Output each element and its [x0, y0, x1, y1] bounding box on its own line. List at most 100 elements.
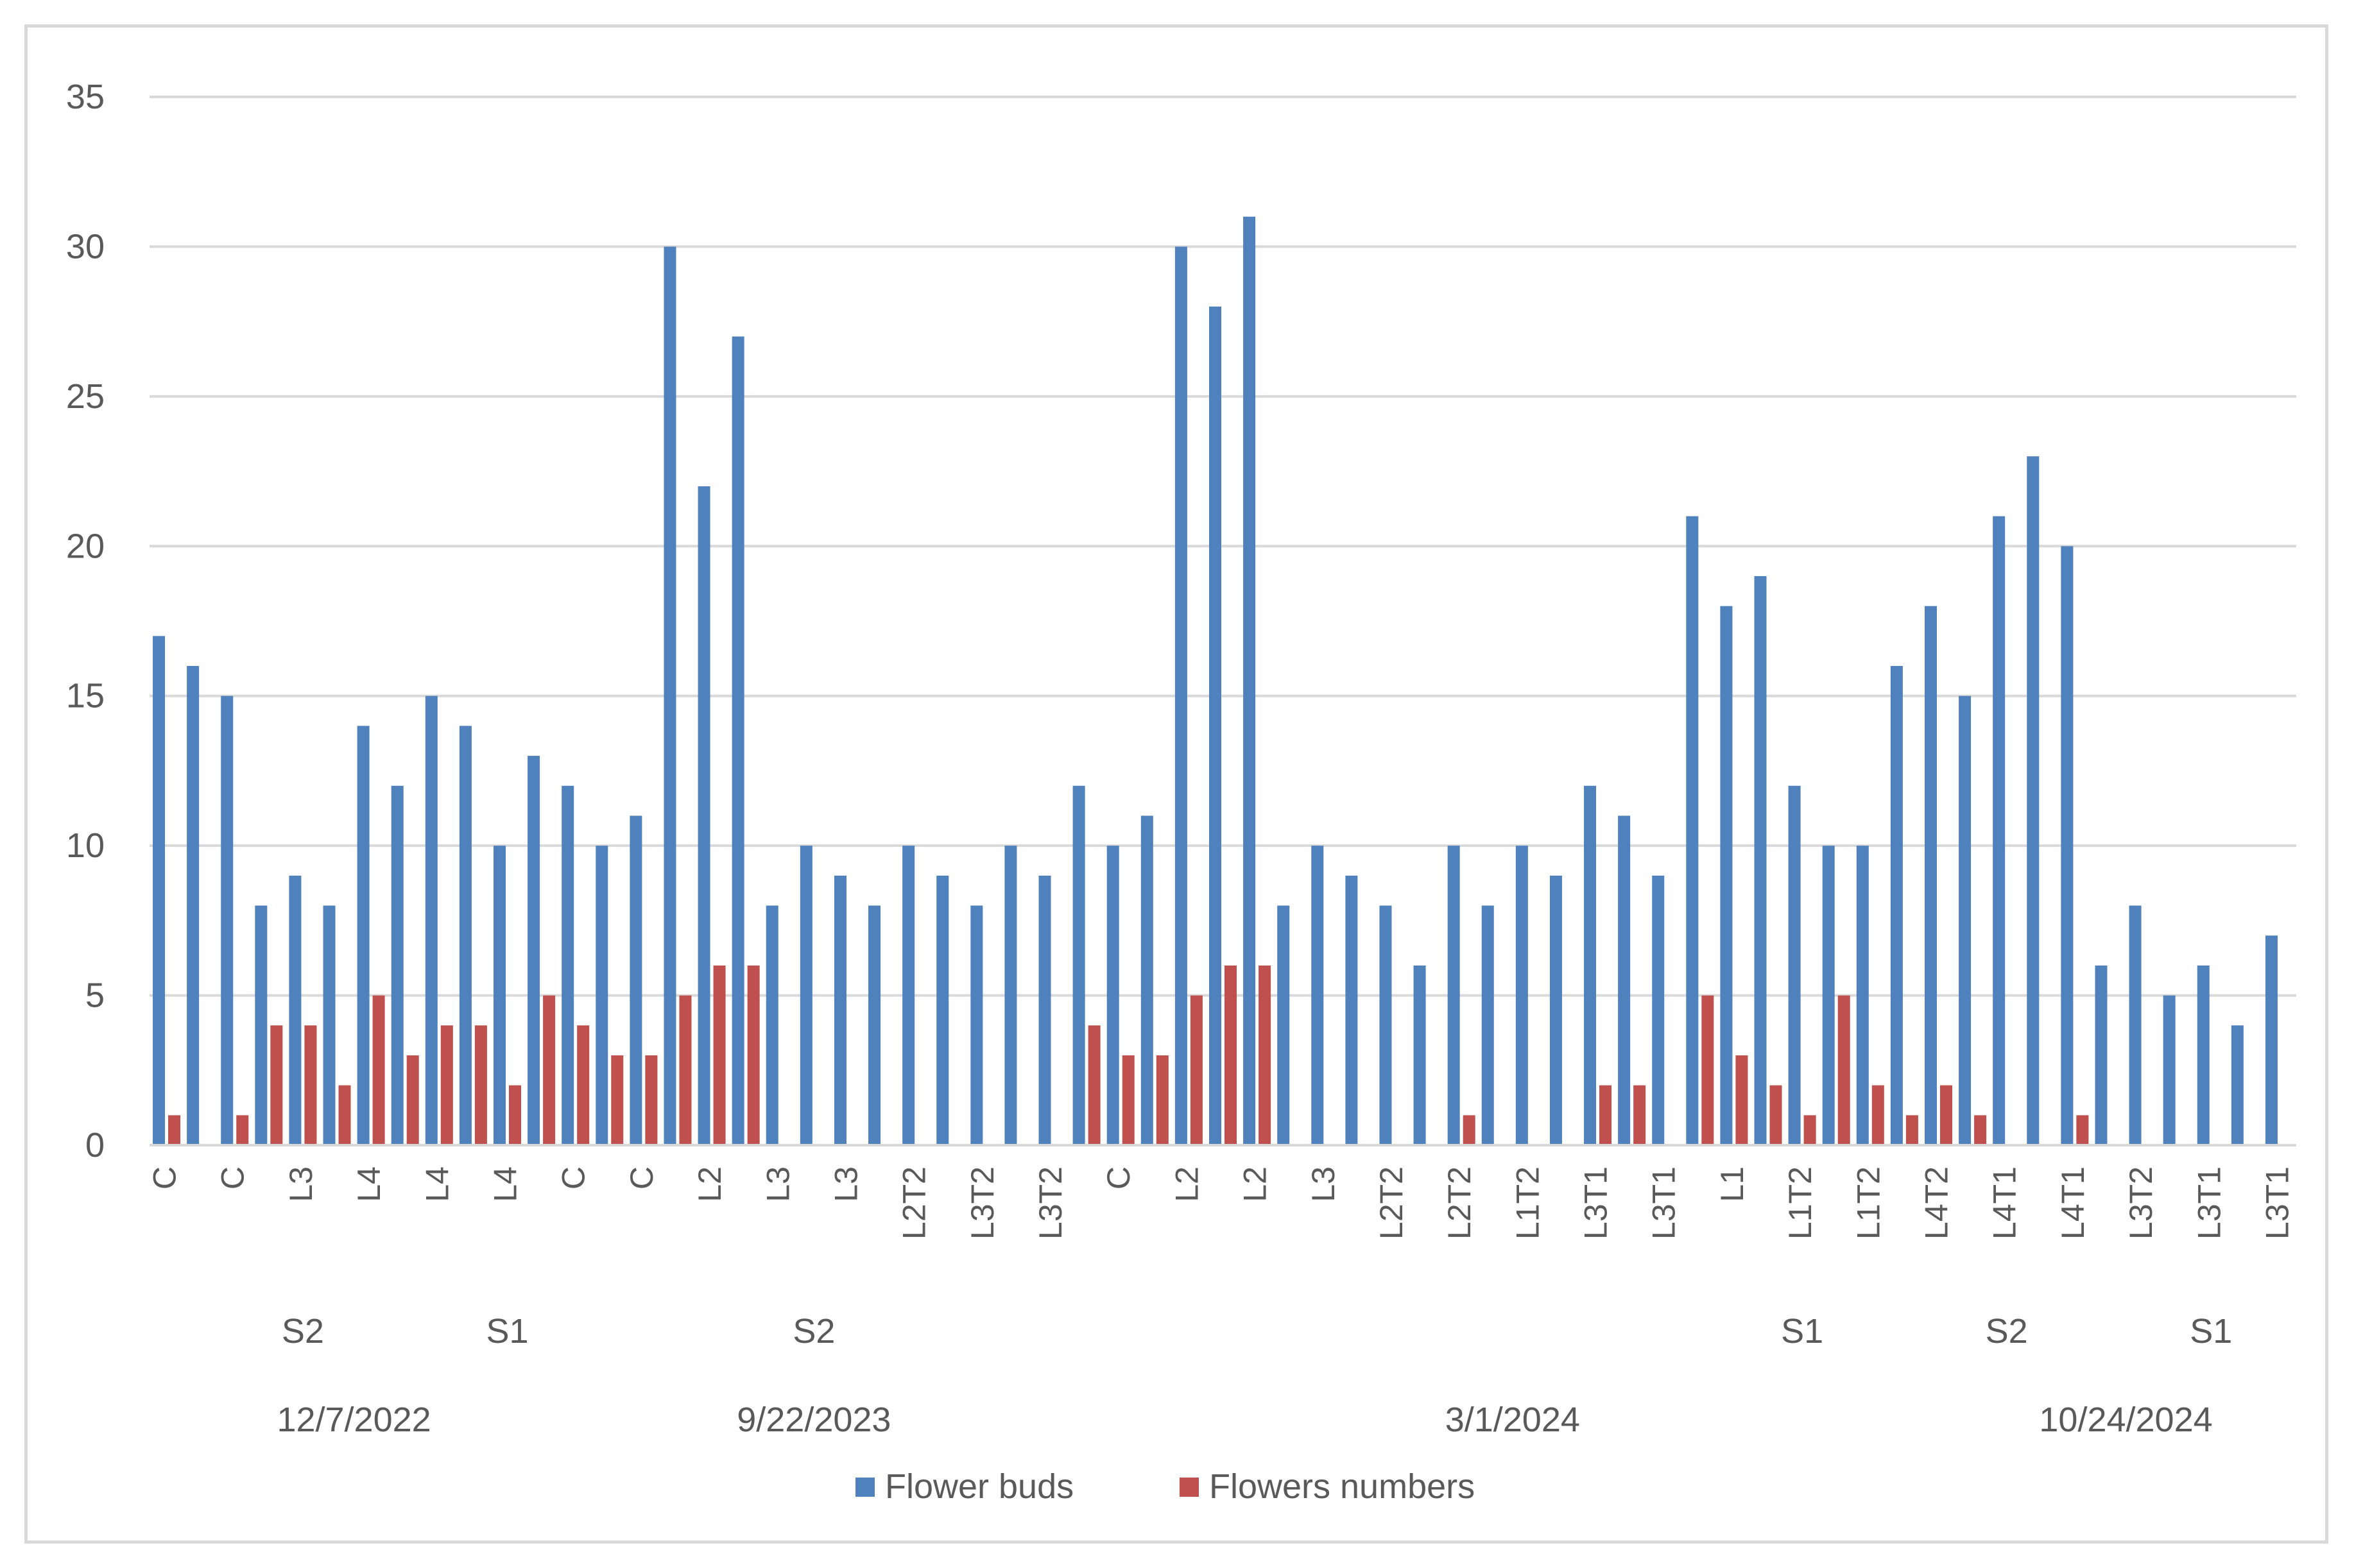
bar-flowers-numbers: [440, 1025, 453, 1145]
bar-flower-buds: [391, 785, 404, 1145]
bar-flower-buds: [2095, 965, 2108, 1145]
bar-flower-buds: [153, 636, 166, 1145]
bar-flower-buds: [255, 905, 268, 1145]
x-tick-label: L1T2: [1782, 1166, 1818, 1240]
bar-flower-buds: [1549, 875, 1562, 1145]
bar-flower-buds: [902, 846, 915, 1145]
bar-flower-buds: [323, 905, 336, 1145]
bar-flower-buds: [1345, 875, 1358, 1145]
legend-label-flower-buds: Flower buds: [885, 1467, 1074, 1506]
x-tick-label: C: [1101, 1166, 1137, 1189]
chart-frame: 0 5 10 15 20 25 30 35 C C L3 L4 L4 L4 C C L2 L3 L3 L2T2 L3T…: [24, 24, 2328, 1544]
bar-flower-buds: [1072, 785, 1085, 1145]
x-tick-label: L4T2: [1919, 1166, 1955, 1240]
date-label: 3/1/2024: [1445, 1401, 1580, 1439]
bar-flowers-numbers: [543, 995, 556, 1145]
bar-flower-buds: [1140, 815, 1153, 1145]
bar-flowers-numbers: [372, 995, 385, 1145]
bar-flower-buds: [1243, 216, 1256, 1145]
bar-flowers-numbers: [509, 1085, 521, 1145]
bar-flowers-numbers: [1735, 1055, 1748, 1145]
bar-flower-buds: [1413, 965, 1426, 1145]
x-tick-label: L1T2: [1509, 1166, 1545, 1240]
date-label: 12/7/2022: [277, 1401, 431, 1439]
bar-flowers-numbers: [713, 965, 726, 1145]
y-tick-label: 25: [66, 377, 105, 416]
bar-flowers-numbers: [270, 1025, 283, 1145]
bar-flower-buds: [1038, 875, 1051, 1145]
bar-flower-buds: [1754, 575, 1767, 1145]
x-tick-label: C: [624, 1166, 660, 1189]
bar-flower-buds: [1993, 516, 2006, 1145]
bar-flower-buds: [732, 336, 744, 1145]
bar-flower-buds: [494, 846, 506, 1145]
bar-flower-buds: [1174, 246, 1187, 1145]
bar-flowers-numbers: [1156, 1055, 1169, 1145]
x-tick-label: L3: [760, 1166, 796, 1202]
y-tick-label: 10: [66, 826, 105, 865]
legend-label-flowers-numbers: Flowers numbers: [1209, 1467, 1475, 1506]
y-tick-label: 20: [66, 527, 105, 565]
x-tick-label: C: [556, 1166, 592, 1189]
bar-flowers-numbers: [406, 1055, 419, 1145]
x-axis-tick-labels: C C L3 L4 L4 L4 C C L2 L3 L3 L2T2 L3T2 L3T2 C L2 L2 L3 L2T…: [147, 1166, 2296, 1240]
legend: Flower buds Flowers numbers: [855, 1467, 1475, 1506]
legend-swatch-flowers-numbers: [1180, 1478, 1199, 1497]
x-tick-label: L2T2: [1441, 1166, 1477, 1240]
bar-flowers-numbers: [1224, 965, 1237, 1145]
bar-flowers-numbers: [611, 1055, 624, 1145]
y-tick-label: 0: [85, 1126, 105, 1164]
bar-flower-buds: [425, 695, 438, 1145]
x-tick-label: C: [215, 1166, 251, 1189]
bar-flower-buds: [868, 905, 881, 1145]
bar-flowers-numbers: [1940, 1085, 1952, 1145]
x-tick-label: L3: [283, 1166, 319, 1202]
bar-flower-buds: [1720, 606, 1733, 1145]
x-tick-label: L2: [1169, 1166, 1205, 1202]
bar-flower-buds: [936, 875, 949, 1145]
bar-flower-buds: [1209, 306, 1221, 1145]
group-label: S1: [1781, 1312, 1823, 1351]
bar-flower-buds: [1004, 846, 1017, 1145]
bar-flower-buds: [2061, 546, 2074, 1145]
bar-flowers-numbers: [168, 1115, 181, 1145]
x-tick-label: L4: [351, 1166, 387, 1202]
bar-flowers-numbers: [1871, 1085, 1884, 1145]
legend-swatch-flower-buds: [855, 1478, 875, 1497]
x-tick-label: L3T2: [2123, 1166, 2159, 1240]
x-tick-label: L3T1: [1578, 1166, 1614, 1240]
x-tick-label: C: [147, 1166, 183, 1189]
bar-flower-buds: [2265, 935, 2278, 1145]
x-tick-label: L3: [1305, 1166, 1341, 1202]
bar-flowers-numbers: [577, 1025, 590, 1145]
bar-flowers-numbers: [2076, 1115, 2089, 1145]
bar-flower-buds: [459, 726, 472, 1145]
x-tick-label: L1: [1714, 1166, 1750, 1202]
bar-flower-buds: [664, 246, 676, 1145]
bar-flowers-numbers: [747, 965, 760, 1145]
bar-flower-buds: [221, 695, 234, 1145]
group-label: S2: [1986, 1312, 2028, 1351]
y-tick-label: 15: [66, 677, 105, 715]
bar-chart: 0 5 10 15 20 25 30 35 C C L3 L4 L4 L4 C C L2 L3 L3 L2T2 L3T…: [66, 78, 2296, 1506]
bar-flowers-numbers: [1463, 1115, 1475, 1145]
bar-flowers-numbers: [1633, 1085, 1646, 1145]
x-tick-label: L2: [1237, 1166, 1273, 1202]
bar-flowers-numbers: [1769, 1085, 1782, 1145]
x-tick-label: L3: [828, 1166, 864, 1202]
y-axis-tick-labels: 0 5 10 15 20 25 30 35: [66, 78, 105, 1164]
group-label: S1: [486, 1312, 528, 1351]
bar-flower-buds: [1856, 846, 1869, 1145]
x-tick-label: L4T1: [1987, 1166, 2023, 1240]
bar-flowers-numbers: [338, 1085, 351, 1145]
treatment-group-labels: S2 S1 S2 S1 S2 S1: [282, 1312, 2232, 1351]
bar-flowers-numbers: [1259, 965, 1271, 1145]
bar-flowers-numbers: [236, 1115, 249, 1145]
bar-flower-buds: [834, 875, 846, 1145]
bar-flowers-numbers: [645, 1055, 658, 1145]
x-tick-label: L3T1: [2191, 1166, 2227, 1240]
bar-flowers-numbers: [1837, 995, 1850, 1145]
group-label: S1: [2190, 1312, 2232, 1351]
bar-flower-buds: [1652, 875, 1665, 1145]
bar-flower-buds: [1686, 516, 1699, 1145]
